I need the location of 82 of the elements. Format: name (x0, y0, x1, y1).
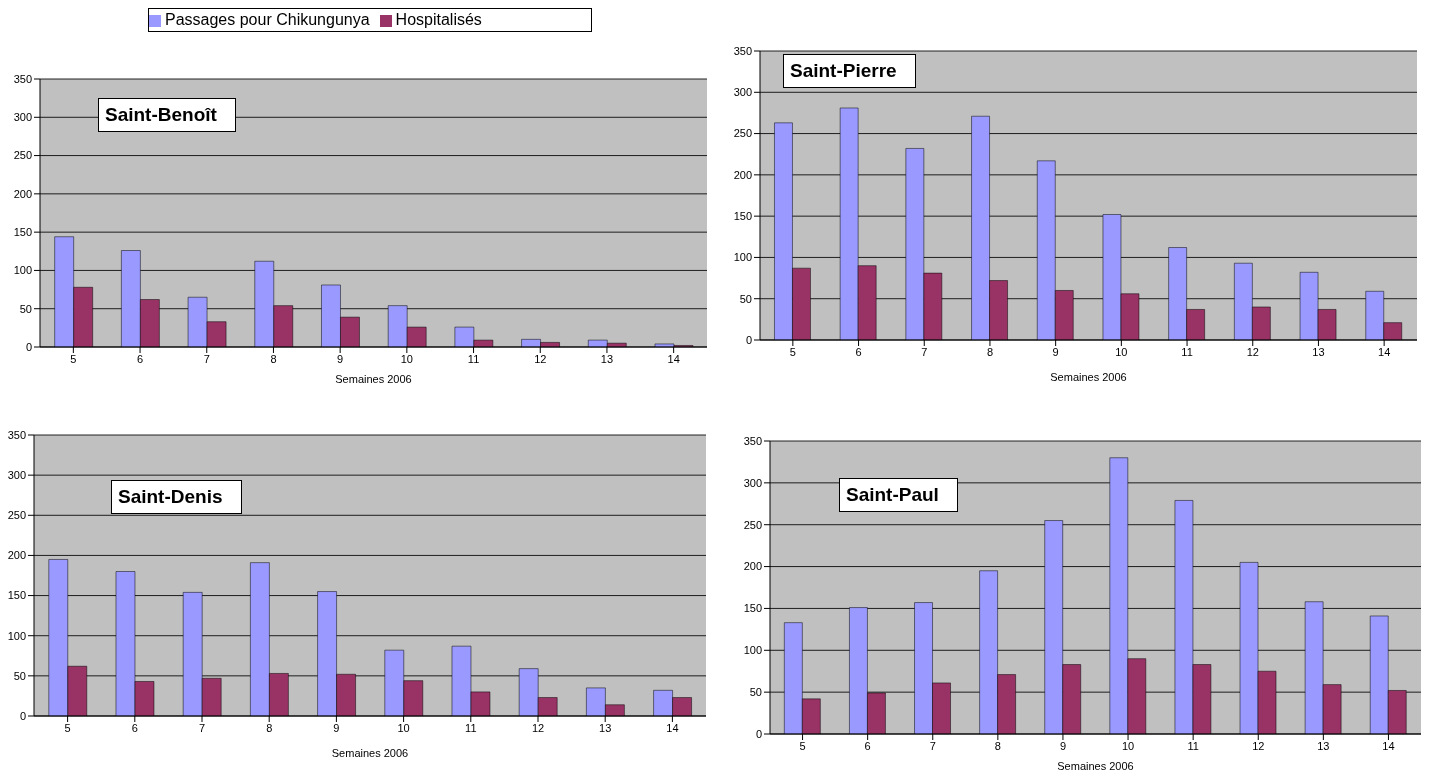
x-tick-label: 6 (136, 352, 144, 365)
text: Saint-Pierre (783, 54, 916, 88)
x-tick-label: 6 (131, 721, 138, 734)
text: Saint-Benoît (98, 98, 236, 132)
y-tick-label: 150 (13, 226, 32, 239)
y-tick-label: 200 (743, 560, 762, 573)
x-tick-label: 9 (1052, 345, 1059, 358)
x-axis-title: Semaines 2006 (331, 747, 409, 759)
x-tick-label: 13 (600, 352, 614, 365)
y-tick-label: 350 (7, 428, 26, 441)
y-tick-label: 150 (7, 589, 26, 602)
x-tick-label: 7 (198, 721, 206, 734)
y-tick-label: 250 (733, 127, 752, 140)
x-tick-label: 11 (467, 352, 480, 365)
y-tick-label: 350 (13, 72, 32, 85)
y-tick-label: 350 (733, 44, 752, 57)
x-tick-label: 7 (203, 352, 210, 365)
y-tick-label: 0 (745, 333, 752, 346)
x-tick-label: 13 (1312, 345, 1325, 358)
y-tick-label: 100 (7, 629, 26, 642)
x-tick-label: 8 (986, 345, 994, 358)
y-tick-label: 200 (13, 187, 32, 200)
y-tick-label: 50 (749, 686, 762, 699)
y-tick-label: 0 (755, 727, 762, 740)
x-tick-label: 13 (599, 721, 612, 734)
x-tick-label: 12 (1252, 739, 1265, 752)
y-tick-label: 50 (19, 302, 32, 315)
y-tick-label: 50 (739, 292, 752, 305)
y-tick-label: 0 (19, 709, 26, 722)
x-axis-title: Semaines 2006 (1050, 371, 1127, 383)
x-tick-label: 6 (864, 739, 871, 752)
x-tick-label: 10 (1121, 739, 1135, 752)
y-tick-label: 150 (743, 602, 762, 615)
y-tick-label: 100 (733, 251, 752, 264)
y-tick-label: 100 (743, 644, 762, 657)
x-tick-label: 11 (1187, 739, 1199, 752)
x-tick-label: 12 (531, 721, 545, 734)
text: Saint-Paul (839, 478, 958, 512)
legend-label: Hospitalisés (395, 11, 482, 28)
x-tick-label: 8 (270, 352, 277, 365)
x-tick-label: 11 (465, 721, 477, 734)
x-tick-label: 12 (534, 352, 547, 365)
y-tick-label: 250 (743, 518, 762, 531)
x-tick-label: 14 (666, 721, 679, 734)
legend-label: Passages pour Chikungunya (165, 11, 370, 28)
y-tick-label: 200 (733, 168, 752, 181)
x-tick-label: 10 (1115, 345, 1128, 358)
y-tick-label: 200 (7, 549, 26, 562)
x-tick-label: 8 (994, 739, 1001, 752)
x-tick-label: 10 (397, 721, 410, 734)
y-tick-label: 350 (743, 434, 762, 447)
x-tick-label: 5 (789, 345, 796, 358)
x-tick-label: 7 (921, 345, 928, 358)
y-tick-label: 300 (7, 469, 26, 482)
y-tick-label: 250 (7, 509, 26, 522)
x-tick-label: 5 (70, 352, 77, 365)
x-tick-label: 14 (667, 352, 680, 365)
x-tick-label: 7 (929, 739, 936, 752)
x-tick-label: 11 (1181, 345, 1193, 358)
x-tick-label: 13 (1317, 739, 1330, 752)
y-tick-label: 100 (13, 264, 32, 277)
x-tick-label: 14 (1378, 345, 1391, 358)
x-axis-title: Semaines 2006 (1057, 760, 1134, 772)
y-tick-label: 0 (25, 340, 32, 353)
y-tick-label: 50 (13, 669, 26, 682)
y-tick-label: 300 (733, 86, 752, 99)
x-tick-label: 5 (799, 739, 806, 752)
x-tick-label: 10 (400, 352, 413, 365)
x-tick-label: 9 (1059, 739, 1067, 752)
x-tick-label: 6 (855, 345, 862, 358)
x-axis-title: Semaines 2006 (335, 373, 412, 385)
x-tick-label: 9 (337, 352, 344, 365)
y-tick-label: 300 (743, 476, 762, 489)
x-tick-label: 8 (266, 721, 273, 734)
y-tick-label: 250 (13, 149, 32, 162)
x-tick-label: 12 (1246, 345, 1259, 358)
y-tick-label: 300 (13, 111, 32, 124)
text: Saint-Denis (111, 480, 242, 514)
y-tick-label: 150 (733, 210, 752, 223)
x-tick-label: 14 (1382, 739, 1395, 752)
x-tick-label: 9 (333, 721, 340, 734)
x-tick-label: 5 (64, 721, 71, 734)
